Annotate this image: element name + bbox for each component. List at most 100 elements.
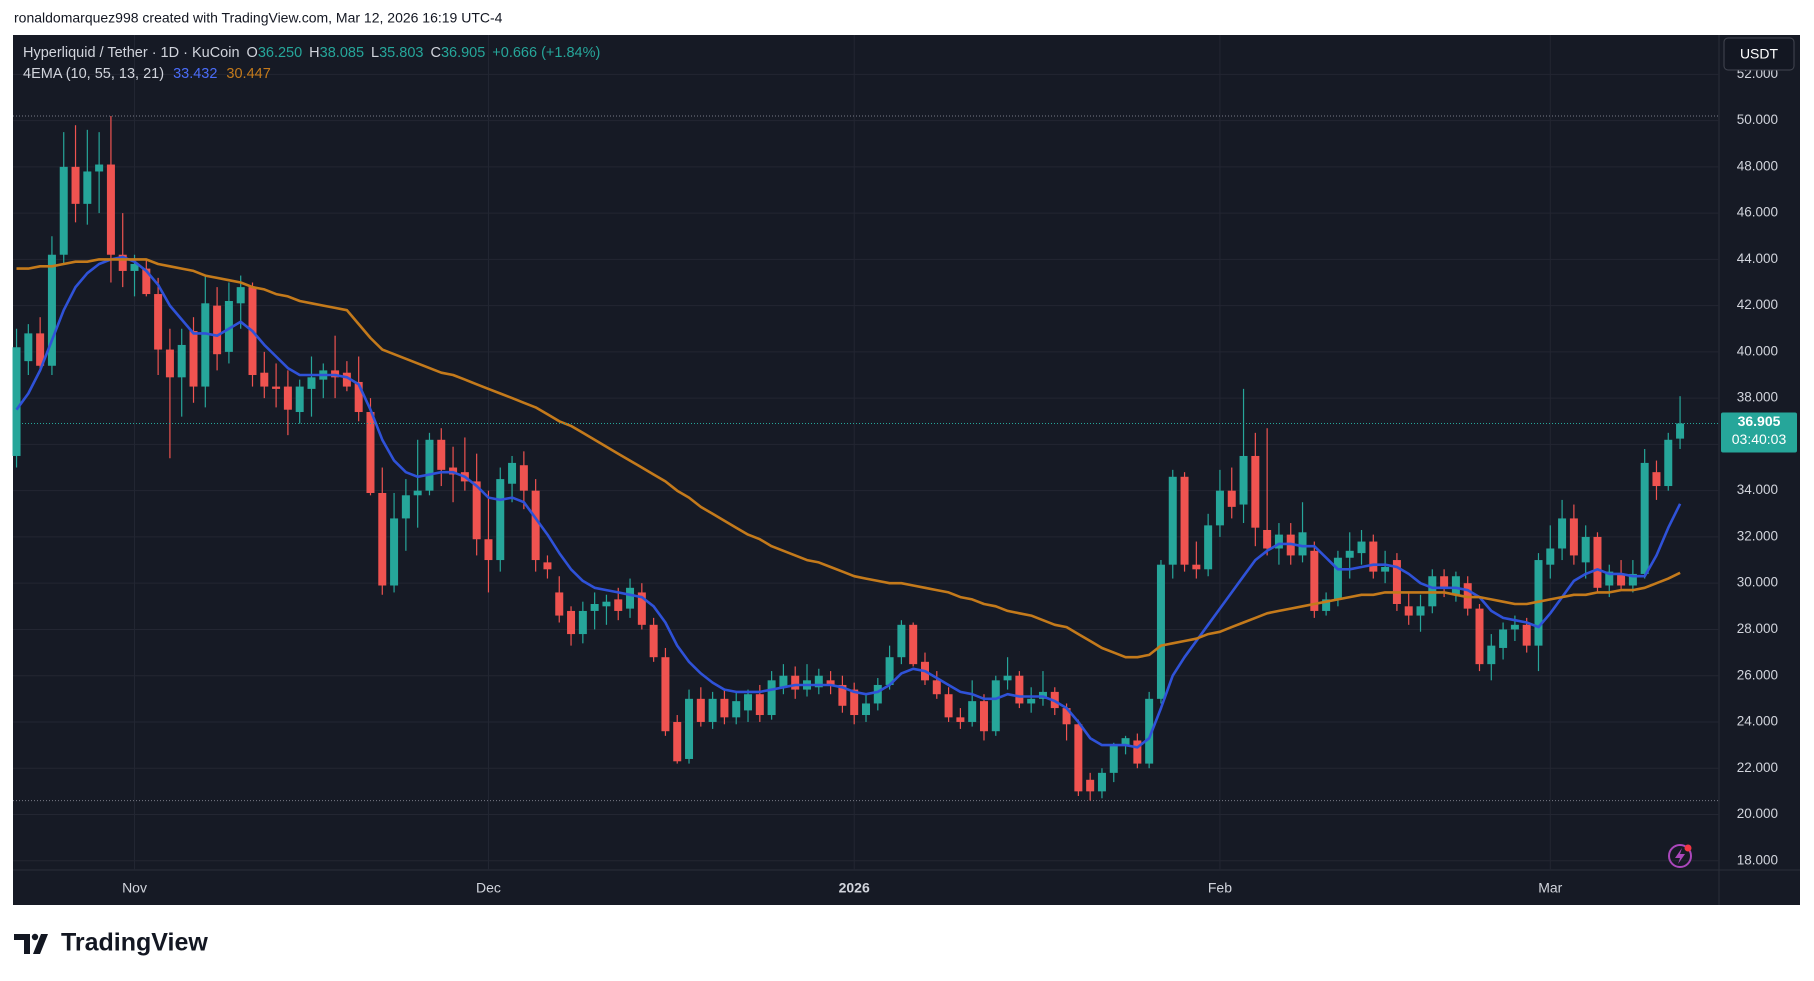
axis: 18.000 20.000 22.000 24.000 26.000 28.000 30.0… [122,66,1797,896]
candle-body [1239,455,1248,505]
candle-body [307,377,316,389]
candle-body [1274,534,1283,549]
candle-body [224,300,233,352]
candle-body [1392,560,1401,605]
candle-body [614,599,623,611]
candle-body [1003,675,1012,681]
y-tick-label: 30.000 [1737,575,1778,590]
x-tick-label: Mar [1538,880,1562,896]
candle-body [154,294,163,350]
candle-body [1640,462,1649,574]
candle-body [508,462,517,484]
alert-ring[interactable] [1668,844,1692,868]
currency-button-frame[interactable] [1723,37,1795,71]
candle-body [1215,490,1224,526]
candle-body [1345,550,1354,558]
candle-body [1593,536,1602,588]
candle-body [283,386,292,410]
candle-body [696,698,705,722]
candle-body [59,166,68,255]
candle-body [1676,423,1685,439]
candle-body [472,481,481,540]
candle-body [1487,645,1496,665]
candle-body [1121,738,1130,746]
candle-body [496,479,505,561]
last-price-label: 36.905 [1738,413,1781,429]
candle-body [932,680,941,695]
candle-body [661,657,670,732]
candle-body [1015,675,1024,704]
ohlc-value: 36.250 [258,45,302,61]
candle-body [767,680,776,716]
alert-dot[interactable] [1684,844,1692,852]
candle-body [1310,550,1319,611]
candle-body [531,490,540,561]
candle-body [779,675,788,688]
candle-body [1440,576,1449,588]
candle-body [909,624,918,665]
candle-body [1192,564,1201,570]
candle-body [189,331,198,387]
candle-body [413,490,422,496]
currency-label[interactable]: USDT [1740,46,1779,62]
candle-body [708,698,717,722]
candle-body [1109,745,1118,773]
alert-bolt[interactable] [1675,848,1685,864]
candle-body [1404,606,1413,616]
candle-body [838,684,847,706]
candle-body [979,701,988,732]
candle-body [673,721,682,762]
candle-body [1617,573,1626,586]
indicator-legend: 4EMA (10, 55, 13, 21) 33.432 30.447 [23,66,271,82]
y-tick-label: 24.000 [1737,714,1778,729]
ohlc-value: 36.905 [441,45,485,61]
x-tick-label: 2026 [839,880,870,896]
candle-body [1475,608,1484,665]
candle-body [106,164,115,255]
candle-body [1416,606,1425,616]
ema-line [16,258,1681,659]
currency-button[interactable]: USDT [1723,37,1795,71]
candle-body [36,333,45,366]
x-tick-label: Feb [1208,880,1232,896]
candle-body [1652,472,1661,487]
indicator-value: 30.447 [226,66,270,82]
ohlc-key: L [371,45,379,61]
candle-body [791,675,800,690]
symbol-legend: Hyperliquid / Tether · 1D · KuCoin O36.25… [23,45,600,61]
candle-body [1086,779,1095,792]
y-tick-label: 20.000 [1737,806,1778,821]
candle-body [590,604,599,611]
y-tick-label: 50.000 [1737,112,1778,127]
candle-body [649,624,658,658]
y-tick-label: 40.000 [1737,343,1778,358]
logo-mark-dot [31,933,39,941]
candle-body [1097,772,1106,792]
candle-body [272,386,281,389]
ohlc-value: 38.085 [320,45,364,61]
candle-body [862,703,870,716]
footer-text: TradingView [61,929,208,957]
candle-body [1227,490,1236,507]
y-tick-label: 18.000 [1737,852,1778,867]
candle-body [12,347,21,456]
alert-icon[interactable] [1668,844,1692,868]
ohlc-key: O [247,45,258,61]
symbol-name: Hyperliquid / Tether · 1D · KuCoin [23,45,240,61]
candle-body [47,254,56,366]
candle-body [732,701,741,718]
candle-body [543,562,552,570]
candle-body [213,305,222,355]
candle-body [1204,525,1213,570]
candle-body [366,412,375,493]
candle-body [1522,624,1531,646]
header-text: ronaldomarquez998 created with TradingVi… [14,10,503,26]
marks [12,115,1719,801]
candle-body [1569,518,1578,556]
logo-mark-slash [33,934,48,954]
candle-body [1546,548,1555,565]
candle-body [295,386,304,413]
candle-body [567,610,576,635]
